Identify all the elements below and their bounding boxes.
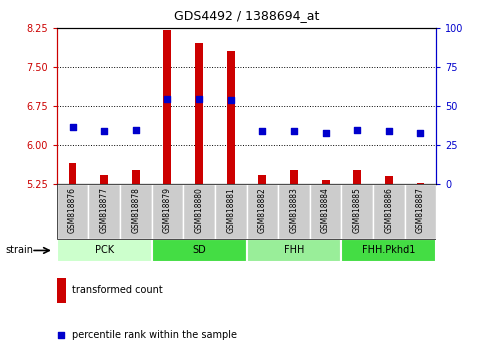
Bar [88,184,120,239]
Text: SD: SD [192,245,206,256]
Bar [132,170,140,184]
Point [195,97,203,102]
Bar [278,184,310,239]
Text: GSM818881: GSM818881 [226,187,235,233]
Point [321,130,329,136]
Text: GSM818880: GSM818880 [195,187,204,233]
Point [69,124,76,130]
Point [286,130,294,136]
Text: transformed count: transformed count [72,285,163,295]
Text: GSM818876: GSM818876 [68,187,77,233]
Bar [195,43,203,184]
Bar [385,176,393,184]
Text: PCK: PCK [95,245,114,256]
Text: GSM818879: GSM818879 [163,187,172,233]
Bar [183,184,215,239]
Bar [310,184,341,239]
Point [417,130,424,136]
Bar [57,239,152,262]
Text: percentile rank within the sample: percentile rank within the sample [72,330,237,339]
Point [132,127,140,132]
Text: GDS4492 / 1388694_at: GDS4492 / 1388694_at [174,9,319,22]
Text: GSM818886: GSM818886 [385,187,393,233]
Text: GSM818887: GSM818887 [416,187,425,233]
Point [227,97,235,103]
Bar [120,184,152,239]
Bar [341,239,436,262]
Bar [405,184,436,239]
Text: GSM818882: GSM818882 [258,187,267,233]
Text: GSM818878: GSM818878 [131,187,141,233]
Bar [353,170,361,184]
Bar [69,163,76,184]
Bar [290,170,298,184]
Bar [341,184,373,239]
Bar [417,183,424,184]
Bar [152,184,183,239]
Text: FHH.Pkhd1: FHH.Pkhd1 [362,245,416,256]
Bar [373,184,405,239]
Bar [100,175,108,184]
Point [100,128,108,134]
Bar [246,184,278,239]
Bar [215,184,246,239]
Bar [164,30,172,184]
Point [385,128,393,134]
Bar [57,184,88,239]
Point [353,127,361,132]
Point [164,97,172,102]
Bar [227,51,235,184]
Bar [246,239,341,262]
Text: FHH: FHH [284,245,304,256]
Bar [57,278,66,303]
Bar [258,175,266,184]
Text: GSM818884: GSM818884 [321,187,330,233]
Point [290,128,298,134]
Text: strain: strain [5,245,33,256]
Text: GSM818883: GSM818883 [289,187,298,233]
Bar [321,181,329,184]
Text: GSM818877: GSM818877 [100,187,108,233]
Bar [152,239,246,262]
Point [258,128,266,133]
Text: GSM818885: GSM818885 [352,187,362,233]
